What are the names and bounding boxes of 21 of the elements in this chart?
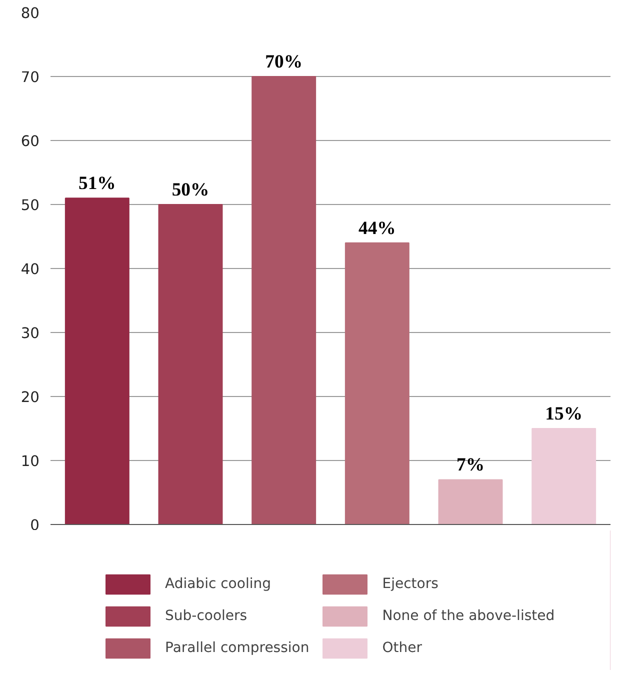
data-label: 51% — [78, 173, 116, 194]
legend-label: Parallel compression — [165, 640, 310, 656]
data-label: 7% — [456, 454, 484, 476]
legend-label: None of the above-listed — [382, 608, 555, 624]
legend-label: Ejectors — [382, 576, 438, 592]
data-label: 44% — [358, 218, 396, 239]
y-tick-label: 40 — [20, 261, 40, 278]
y-tick-label: 60 — [20, 133, 40, 150]
data-label: 70% — [265, 52, 302, 72]
y-tick-label: 30 — [20, 325, 40, 342]
y-tick-label: 0 — [30, 517, 40, 534]
y-tick-label: 80 — [20, 5, 40, 22]
legend-label: Adiabic cooling — [165, 576, 271, 592]
y-tick-label: 20 — [20, 389, 40, 406]
legend-label: Other — [382, 640, 422, 656]
data-label: 15% — [545, 404, 582, 424]
y-tick-label: 10 — [20, 453, 40, 470]
y-tick-label: 50 — [20, 197, 40, 214]
legend-label: Sub-coolers — [165, 608, 248, 624]
data-label: 50% — [172, 180, 210, 200]
y-tick-label: 70 — [20, 69, 40, 86]
